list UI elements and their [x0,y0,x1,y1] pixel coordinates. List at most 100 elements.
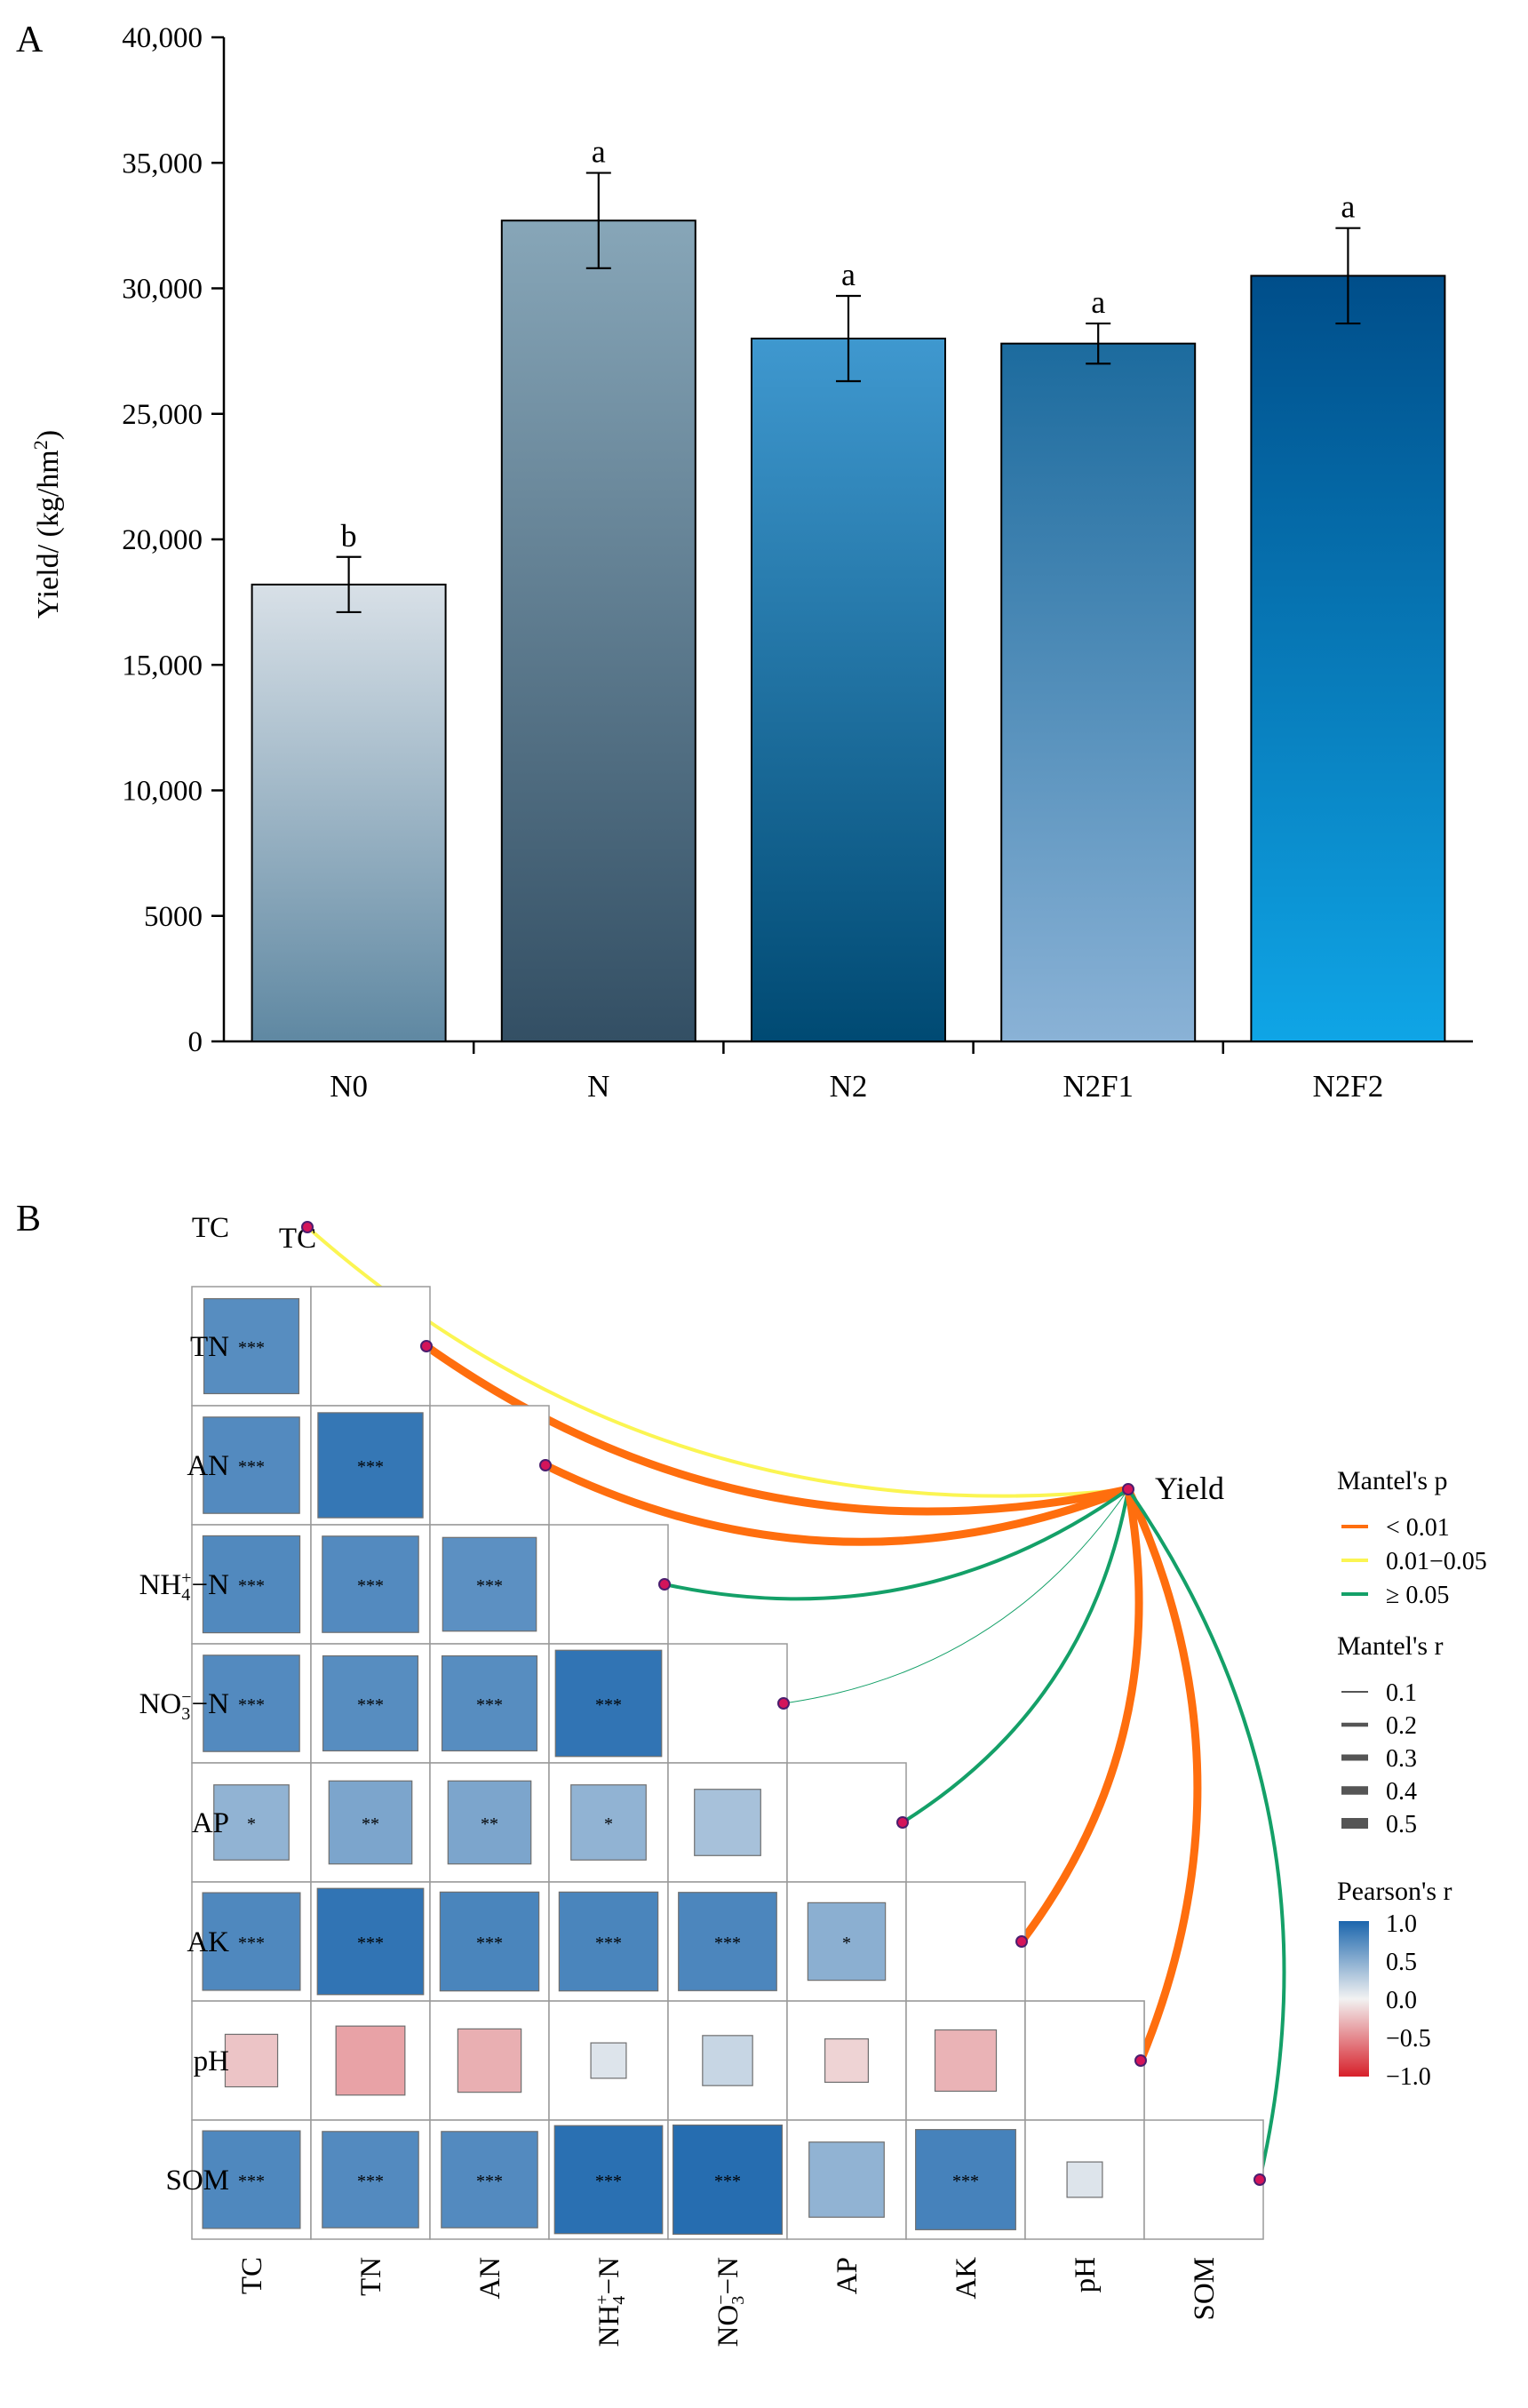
diagonal-cell [548,1524,669,1645]
y-tick-label: 0 [188,1026,203,1058]
panel-b: B ****** ****** *** ****** *** *** **** ** ** ***… [16,1199,1487,2347]
column-label-sub: 4 [609,2296,629,2305]
correlation-square [203,1416,300,1514]
yield-endpoint [1122,1483,1134,1495]
variable-endpoint [301,1221,314,1233]
correlation-square [554,1649,663,1758]
bar [1250,275,1446,1042]
column-label-rest: −N [712,2257,744,2295]
pearson-tick-label: −0.5 [1386,2025,1431,2053]
legend-r-label: 0.4 [1386,1778,1417,1806]
variable-endpoint [1134,2054,1147,2067]
legend-p-title: Mantel's p [1337,1466,1448,1495]
correlation-square [203,1297,300,1395]
significance-stars: * [604,1814,613,1834]
column-label: AN [474,2257,506,2300]
row-label: NO3−−N [139,1687,230,1724]
cell-border [1024,2119,1145,2240]
correlation-square [202,1892,301,1991]
row-label: TC [192,1212,229,1244]
correlation-square [457,2028,522,2093]
significance-stars: * [247,1814,256,1834]
significance-stars: *** [714,2172,741,2191]
diagonal-cell [786,1762,907,1883]
y-axis-title-sup: 2 [29,440,52,450]
panel-a: A 0 5000 10,000 15,000 20,000 25,000 30,000 35,… [16,20,1473,1104]
legend-r-items: 0.1 0.2 0.3 0.4 0.5 [1341,1679,1417,1838]
correlation-square [322,1535,419,1633]
correlation-square [439,1891,540,1992]
column-label-base: NH [593,2305,625,2348]
row-label-base: NO [139,1688,182,1720]
legend-p-label: 0.01−0.05 [1386,1548,1487,1575]
row-label: AP [192,1807,229,1839]
significance-stars: *** [238,2172,265,2191]
correlation-square [678,1892,777,1991]
pearson-colorbar [1339,1921,1369,2077]
bar [500,219,696,1043]
significance-stars: *** [357,1695,384,1715]
significance-stars: *** [714,1934,741,1953]
category-label: N2F2 [1313,1069,1384,1104]
variable-endpoint [539,1459,552,1471]
significance-stars: *** [357,2172,384,2191]
significance-stars: *** [595,2172,622,2191]
legend-p-items: < 0.01 0.01−0.05 ≥ 0.05 [1341,1514,1487,1609]
mantel-link [541,1461,1133,1546]
mantel-link [1017,1485,1143,1946]
row-label: AN [187,1450,229,1482]
legend-r-label: 0.2 [1386,1712,1417,1740]
column-label: AP [832,2257,863,2294]
legend-p-label: < 0.01 [1386,1514,1450,1542]
y-tick-label: 5000 [144,901,203,933]
y-axis-title-main: Yield/ (kg/hm [32,450,65,618]
row-label: pH [194,2045,229,2077]
row-label: SOM [165,2165,229,2197]
column-label-sub: 3 [728,2296,748,2305]
diagonal-cell [905,1881,1026,2002]
significance-letter: a [1091,284,1105,320]
panel-a-label: A [16,20,44,60]
mantel-link [1126,1487,1286,2181]
bar [751,338,946,1042]
significance-letter: a [841,257,856,292]
legend-r-title: Mantel's r [1337,1631,1444,1661]
cell-border [310,2000,431,2121]
column-label-sup: − [712,2294,731,2304]
row-label-base: NH [139,1569,182,1601]
variable-endpoint [420,1340,433,1352]
correlation-square [672,2124,784,2236]
category-label: N0 [330,1069,368,1104]
column-label-rest: −N [593,2257,625,2295]
y-tick-label: 40,000 [122,22,203,54]
correlation-square [694,1789,761,1856]
correlation-square [570,1784,647,1861]
column-label: NH4+−N [593,2257,629,2348]
significance-stars: *** [238,1695,265,1715]
category-label: N2 [830,1069,868,1104]
column-label: pH [1070,2257,1102,2292]
mantel-link [422,1342,1133,1516]
legend: Mantel's p < 0.01 0.01−0.05 ≥ 0.05 Mantel'… [1337,1466,1487,2091]
column-label-base: NO [712,2305,744,2348]
variable-endpoint [658,1578,671,1591]
variable-endpoint [1015,1935,1028,1948]
mantel-link [663,1487,1130,1601]
row-label: TN [190,1331,229,1363]
significance-stars: *** [238,1338,265,1358]
significance-letter: a [1341,189,1355,225]
correlation-square [316,1887,425,1996]
correlation-square [322,1655,419,1752]
significance-stars: *** [357,1934,384,1953]
column-label: TC [236,2257,268,2294]
significance-stars: *** [357,1457,384,1477]
significance-stars: *** [238,1576,265,1596]
column-label: AK [951,2257,983,2300]
correlation-square [553,2125,664,2235]
significance-stars: *** [476,1695,503,1715]
y-tick-label: 25,000 [122,399,203,431]
category-label: N2F1 [1062,1069,1134,1104]
legend-pearson-title: Pearson's r [1337,1877,1452,1906]
column-label: SOM [1189,2257,1221,2321]
